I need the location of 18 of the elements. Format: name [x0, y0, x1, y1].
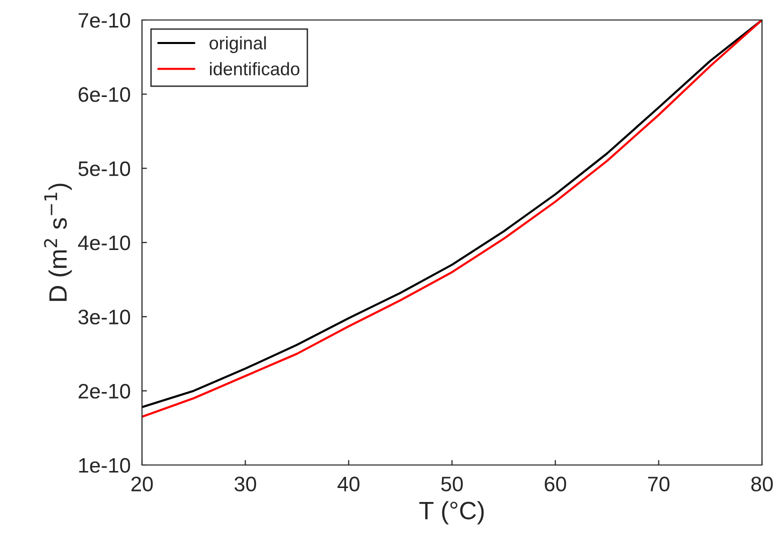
x-tick-label: 70	[648, 476, 670, 492]
x-tick-label: 30	[234, 476, 256, 492]
y-axis-title: D (m$^{2}$ s$^{−1}$)	[44, 184, 72, 301]
legend-label: original	[210, 36, 266, 54]
legend-label: identificado	[210, 62, 300, 76]
y-tick-label: 7e-10	[78, 13, 130, 28]
x-tick-label: 60	[544, 476, 566, 492]
x-tick-label: 50	[441, 476, 463, 492]
x-tick-label: 80	[751, 476, 773, 492]
y-tick-label: 4e-10	[78, 236, 130, 250]
y-tick-label: 2e-10	[78, 384, 130, 399]
x-tick-label: 20	[131, 476, 153, 492]
y-tick-label: 5e-10	[78, 161, 130, 176]
x-tick-label: 40	[338, 476, 360, 492]
y-tick-label: 3e-10	[78, 310, 130, 324]
y-tick-label: 6e-10	[78, 87, 130, 102]
x-axis-title: T (°C)	[419, 501, 484, 524]
y-tick-label: 1e-10	[79, 458, 130, 473]
